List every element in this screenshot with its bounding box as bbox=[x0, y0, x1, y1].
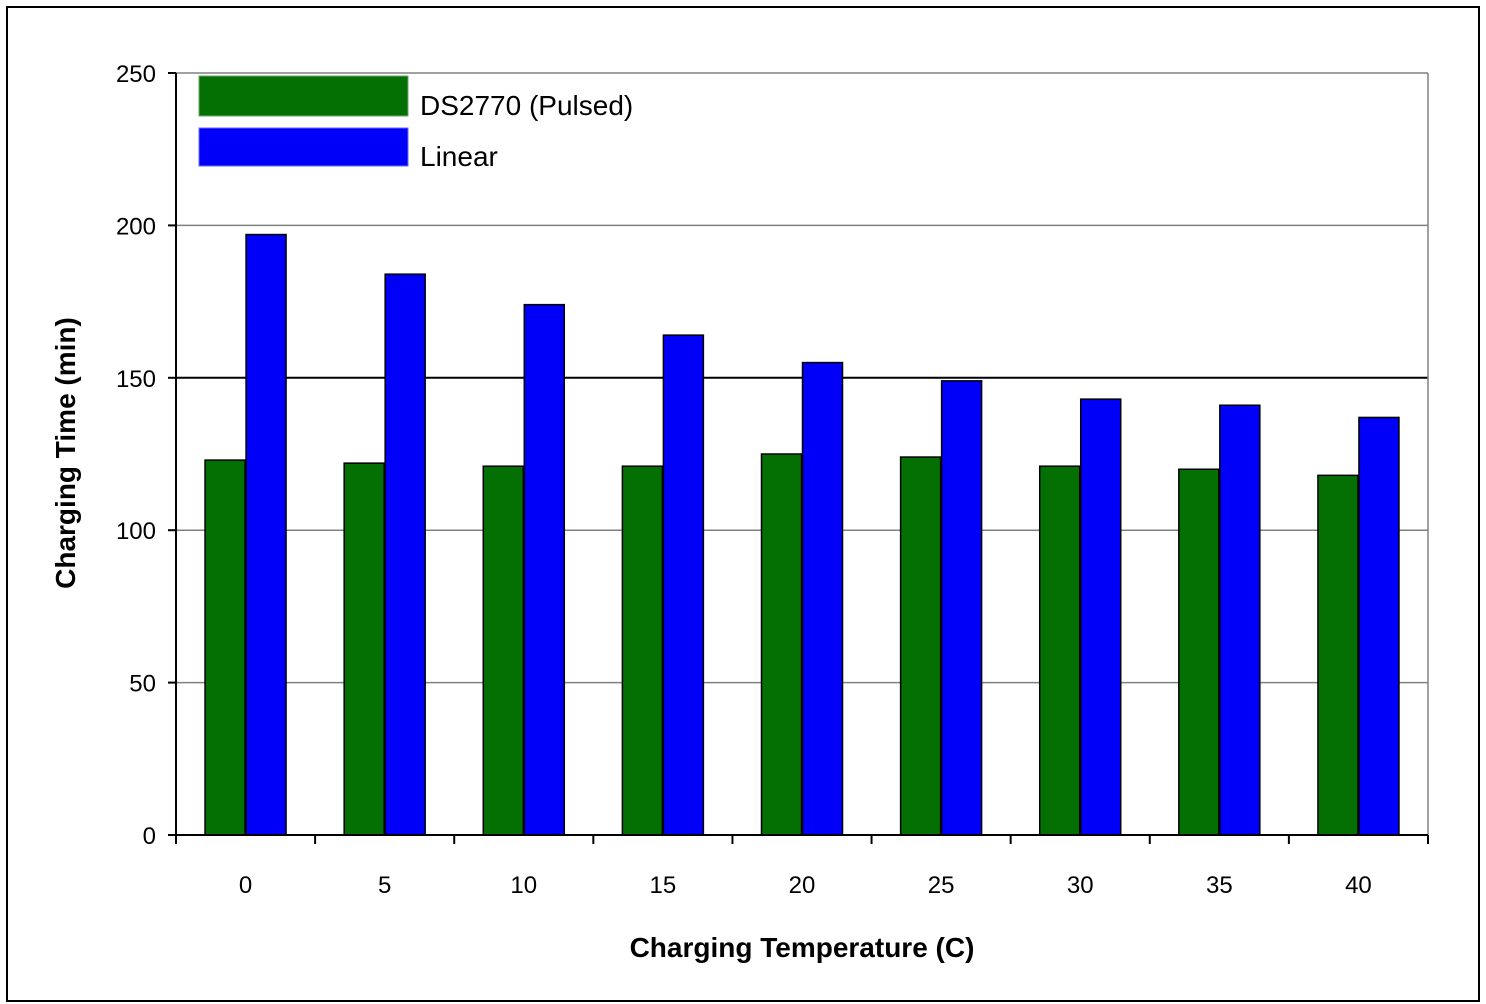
legend-swatch-ds2770-pulsed bbox=[198, 75, 409, 117]
x-axis-title: Charging Temperature (C) bbox=[630, 932, 975, 963]
bar-ds2770-pulsed-40 bbox=[1317, 474, 1359, 836]
y-tick-label: 200 bbox=[116, 213, 156, 240]
bar-linear-35 bbox=[1219, 404, 1261, 836]
bar-linear-40 bbox=[1358, 416, 1400, 836]
bar-linear-10 bbox=[523, 303, 566, 836]
bar-ds2770-pulsed-35 bbox=[1178, 468, 1220, 836]
y-tick-label: 250 bbox=[116, 61, 156, 88]
bar-ds2770-pulsed-5 bbox=[343, 462, 385, 836]
bar-linear-5 bbox=[384, 273, 426, 836]
bar-linear-20 bbox=[801, 361, 844, 836]
x-tick-label: 40 bbox=[1345, 872, 1372, 899]
x-tick-label: 10 bbox=[510, 872, 537, 899]
bar-ds2770-pulsed-10 bbox=[482, 465, 525, 836]
y-tick-label: 50 bbox=[129, 671, 156, 698]
bar-ds2770-pulsed-25 bbox=[899, 456, 942, 836]
bar-ds2770-pulsed-15 bbox=[621, 465, 664, 836]
y-axis-title: Charging Time (min) bbox=[50, 317, 81, 589]
bar-linear-0 bbox=[245, 233, 287, 836]
bar-linear-30 bbox=[1079, 398, 1122, 836]
bar-ds2770-pulsed-30 bbox=[1038, 465, 1081, 836]
x-ticks: 0 5 10 15 20 25 30 35 40 bbox=[175, 835, 1429, 899]
y-tick-label: 100 bbox=[116, 518, 156, 545]
bar-ds2770-pulsed-0 bbox=[204, 459, 246, 836]
legend-label-linear: Linear bbox=[420, 141, 498, 172]
bar-ds2770-pulsed-20 bbox=[760, 453, 803, 836]
y-tick-label: 150 bbox=[116, 366, 156, 393]
y-ticks: 0 50 100 150 200 250 bbox=[116, 61, 176, 850]
legend-swatch-linear bbox=[198, 127, 409, 167]
x-tick-label: 20 bbox=[789, 872, 816, 899]
x-tick-label: 5 bbox=[378, 872, 391, 899]
x-tick-label: 15 bbox=[650, 872, 677, 899]
x-tick-label: 30 bbox=[1067, 872, 1094, 899]
bar-linear-25 bbox=[940, 380, 983, 836]
bars bbox=[204, 233, 1400, 836]
legend: DS2770 (Pulsed) Linear bbox=[198, 75, 633, 172]
axes bbox=[175, 73, 1428, 836]
x-tick-label: 35 bbox=[1206, 872, 1233, 899]
y-tick-label: 0 bbox=[143, 823, 156, 850]
x-tick-label: 25 bbox=[928, 872, 955, 899]
bar-linear-15 bbox=[662, 334, 705, 836]
x-tick-label: 0 bbox=[239, 872, 252, 899]
legend-label-ds2770-pulsed: DS2770 (Pulsed) bbox=[420, 90, 633, 121]
